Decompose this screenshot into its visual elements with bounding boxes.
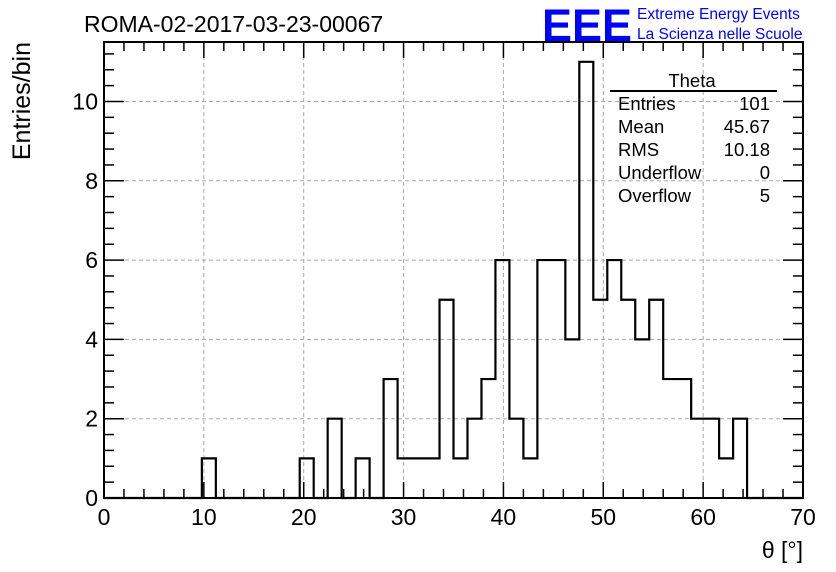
x-tick-label: 70 — [790, 504, 816, 530]
eee-logo: EEE Extreme Energy Events La Scienza nel… — [542, 0, 802, 51]
stats-row-label: Mean — [618, 116, 664, 137]
y-axis-label: Entries/bin — [8, 42, 36, 160]
x-axis: 0 10 20 30 40 50 60 70 — [98, 42, 816, 530]
y-tick-label: 4 — [85, 326, 98, 352]
stats-box-title: Theta — [668, 70, 716, 91]
x-tick-label: 10 — [191, 504, 217, 530]
x-tick-label: 50 — [590, 504, 616, 530]
stats-row-value: 5 — [760, 185, 770, 206]
plot-frame — [103, 41, 804, 499]
grid-lines — [104, 42, 803, 498]
x-tick-label: 60 — [690, 504, 716, 530]
stats-row-value: 0 — [760, 162, 770, 183]
stats-box: Theta Entries 101 Mean 45.67 RMS 10.18 Underfl… — [610, 70, 777, 206]
y-tick-label: 10 — [72, 88, 98, 114]
stats-row-label: Entries — [618, 93, 676, 114]
y-tick-label: 8 — [85, 168, 98, 194]
stats-row-label: RMS — [618, 139, 659, 160]
x-axis-label: θ [°] — [762, 537, 803, 563]
y-tick-label: 2 — [85, 406, 98, 432]
chart-title: ROMA-02-2017-03-23-00067 — [84, 11, 383, 37]
y-tick-label: 6 — [85, 247, 98, 273]
histogram-step-line — [104, 60, 803, 500]
stats-row-value: 45.67 — [724, 116, 770, 137]
logo-line-2: La Scienza nelle Scuole — [637, 26, 802, 43]
y-tick-label: 0 — [85, 485, 98, 511]
x-tick-label: 0 — [98, 504, 111, 530]
x-tick-label: 30 — [391, 504, 417, 530]
logo-line-1: Extreme Energy Events — [637, 6, 800, 23]
logo-mark: EEE — [542, 0, 632, 51]
stats-row-value: 101 — [739, 93, 770, 114]
stats-row-value: 10.18 — [724, 139, 770, 160]
stats-row-label: Underflow — [618, 162, 702, 183]
x-tick-label: 20 — [291, 504, 317, 530]
stats-row-label: Overflow — [618, 185, 692, 206]
x-tick-label: 40 — [491, 504, 517, 530]
y-axis: 0 2 4 6 8 10 — [72, 53, 803, 511]
